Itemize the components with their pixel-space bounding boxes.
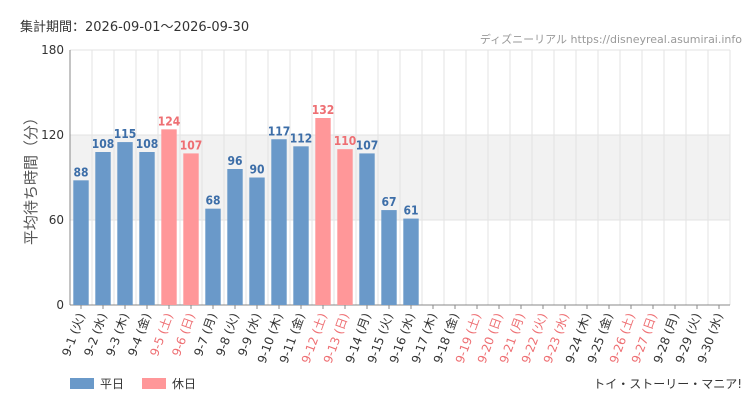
legend: 平日 休日: [70, 375, 214, 392]
data-label: 115: [114, 127, 137, 141]
bar: [117, 142, 133, 305]
bar: [227, 169, 243, 305]
data-label: 96: [227, 154, 242, 168]
data-label: 68: [205, 194, 220, 208]
bar: [381, 210, 397, 305]
data-label: 107: [180, 138, 203, 152]
site-label: ディズニーリアル https://disneyreal.asumirai.inf…: [479, 33, 742, 46]
bar: [73, 180, 89, 305]
data-label: 117: [268, 124, 291, 138]
y-tick-label: 0: [56, 298, 64, 312]
bar: [293, 146, 309, 305]
data-label: 124: [158, 114, 181, 128]
data-label: 112: [290, 131, 313, 145]
data-label: 110: [334, 134, 357, 148]
legend-label-holiday: 休日: [172, 377, 197, 391]
bar: [403, 218, 419, 305]
bar: [315, 118, 331, 305]
data-label: 61: [403, 204, 418, 218]
data-label: 132: [312, 103, 335, 117]
legend-item-weekday: 平日: [70, 375, 124, 392]
y-tick-label: 180: [41, 43, 64, 57]
attraction-name: トイ・ストーリー・マニア!: [593, 377, 742, 391]
data-label: 90: [249, 163, 264, 177]
legend-label-weekday: 平日: [100, 377, 125, 391]
bar: [161, 129, 177, 305]
bar: [95, 152, 111, 305]
data-label: 107: [356, 138, 379, 152]
data-label: 108: [92, 137, 115, 151]
y-tick-label: 120: [41, 128, 64, 142]
bar: [359, 153, 375, 305]
y-tick-label: 60: [49, 213, 64, 227]
bar: [271, 139, 287, 305]
period-label: 集計期間：2026-09-01〜2026-09-30: [20, 20, 250, 35]
bar: [205, 208, 221, 305]
y-axis-title: 平均待ち時間（分）: [22, 110, 40, 245]
data-label: 88: [73, 165, 88, 179]
legend-swatch-holiday: [142, 378, 167, 389]
legend-item-holiday: 休日: [142, 375, 196, 392]
bar: [139, 152, 155, 305]
data-label: 67: [381, 195, 396, 209]
bar: [183, 153, 199, 305]
data-label: 108: [136, 137, 159, 151]
bar: [337, 149, 353, 305]
legend-swatch-weekday: [70, 378, 94, 389]
bar: [249, 177, 265, 305]
